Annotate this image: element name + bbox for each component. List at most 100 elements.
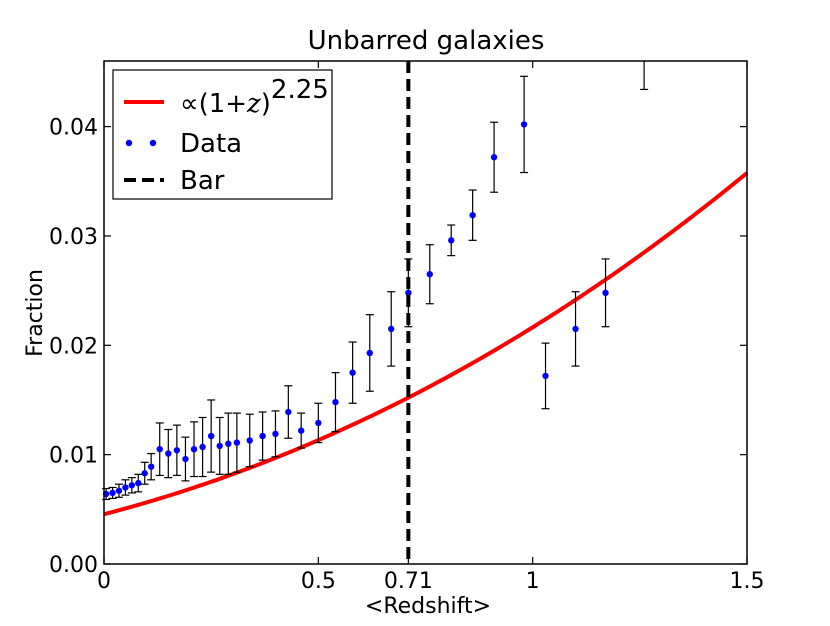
- data-marker: [520, 121, 528, 128]
- legend-label-model: ∝(1+z)2.25: [180, 75, 329, 119]
- data-marker: [366, 349, 373, 357]
- data-point: [425, 244, 434, 305]
- data-point: [365, 314, 374, 392]
- data-marker: [199, 443, 206, 451]
- data-marker: [135, 479, 142, 487]
- legend: ∝(1+z)2.25 Data Bar: [112, 69, 333, 200]
- data-point: [331, 372, 340, 433]
- legend-model-prefix: ∝(1+: [180, 89, 247, 119]
- data-point: [215, 416, 224, 475]
- data-point: [181, 436, 190, 482]
- data-point: [348, 341, 357, 404]
- data-marker: [602, 289, 609, 297]
- legend-model-suffix: ): [261, 89, 271, 119]
- data-point: [284, 385, 293, 439]
- data-marker: [259, 432, 266, 440]
- data-layer: [102, 61, 649, 501]
- data-marker: [109, 489, 116, 497]
- data-point: [190, 421, 199, 478]
- data-point: [468, 189, 477, 241]
- data-point: [147, 452, 156, 481]
- data-marker: [448, 237, 455, 244]
- data-marker: [388, 325, 395, 333]
- data-point: [297, 412, 306, 449]
- data-marker: [115, 487, 123, 494]
- y-tick-label: 0.04: [49, 116, 98, 141]
- chart-title: Unbarred galaxies: [308, 26, 545, 56]
- data-point: [224, 412, 233, 475]
- data-point: [271, 410, 280, 458]
- data-point: [134, 473, 143, 493]
- data-marker: [128, 482, 136, 489]
- data-marker: [122, 484, 129, 491]
- data-marker: [225, 440, 232, 447]
- data-marker: [405, 289, 412, 297]
- data-marker: [272, 430, 279, 438]
- data-marker: [332, 398, 339, 406]
- data-marker: [315, 419, 322, 427]
- data-marker: [542, 372, 549, 380]
- data-marker: [207, 432, 215, 440]
- data-marker: [141, 470, 148, 477]
- data-point: [245, 413, 254, 468]
- data-marker: [490, 154, 498, 161]
- x-axis-ticks: 0 0.5 0.71 1 1.5: [97, 61, 765, 594]
- legend-label-bar: Bar: [180, 166, 225, 196]
- x-tick-label: 0: [97, 569, 111, 594]
- data-marker: [190, 445, 198, 453]
- data-point: [258, 411, 267, 461]
- data-marker: [469, 211, 476, 219]
- data-marker: [147, 463, 155, 470]
- data-marker: [572, 325, 579, 333]
- data-point: [115, 483, 124, 498]
- y-tick-label: 0.02: [49, 334, 98, 359]
- data-marker: [233, 439, 241, 446]
- model-layer: [103, 171, 749, 517]
- data-marker: [216, 442, 223, 450]
- data-point: [490, 121, 499, 193]
- y-axis-ticks: 0.00 0.01 0.02 0.03 0.04: [49, 116, 747, 578]
- data-point: [164, 428, 173, 479]
- data-point: [127, 477, 136, 494]
- data-point: [198, 416, 207, 478]
- data-point: [314, 402, 323, 444]
- legend-model-exponent: 2.25: [271, 75, 329, 105]
- data-point: [571, 291, 580, 367]
- data-point: [541, 342, 550, 410]
- x-tick-label: 1: [526, 569, 540, 594]
- data-point: [121, 479, 130, 496]
- legend-box: [112, 69, 333, 200]
- offscale-point: [640, 61, 649, 91]
- legend-label-data: Data: [180, 129, 242, 159]
- data-marker: [246, 437, 253, 444]
- y-axis-label: Fraction: [23, 269, 48, 357]
- data-point: [232, 412, 241, 473]
- data-marker: [165, 450, 172, 457]
- x-axis-label: <Redshift>: [365, 594, 491, 619]
- y-tick-label: 0.03: [49, 225, 98, 250]
- data-point: [172, 424, 181, 477]
- data-point: [207, 399, 216, 473]
- data-point: [108, 486, 117, 499]
- data-marker: [182, 455, 189, 463]
- y-tick-label: 0.01: [49, 444, 98, 469]
- y-tick-label: 0.00: [49, 553, 98, 578]
- data-marker: [297, 427, 305, 434]
- data-marker: [173, 447, 181, 454]
- x-tick-label: 0.71: [384, 569, 433, 594]
- data-marker: [156, 445, 163, 453]
- data-marker: [349, 369, 356, 376]
- data-point: [520, 75, 529, 174]
- x-tick-label: 0.5: [301, 569, 336, 594]
- data-marker: [285, 408, 292, 416]
- legend-swatch-data-dot: [149, 139, 157, 147]
- data-point: [447, 224, 456, 257]
- data-point: [155, 422, 164, 477]
- model-curve: [103, 171, 749, 517]
- data-point: [140, 461, 149, 485]
- data-point: [387, 291, 396, 367]
- x-tick-label: 1.5: [730, 569, 765, 594]
- legend-model-var: z: [246, 89, 261, 119]
- legend-swatch-data-dot: [125, 139, 133, 147]
